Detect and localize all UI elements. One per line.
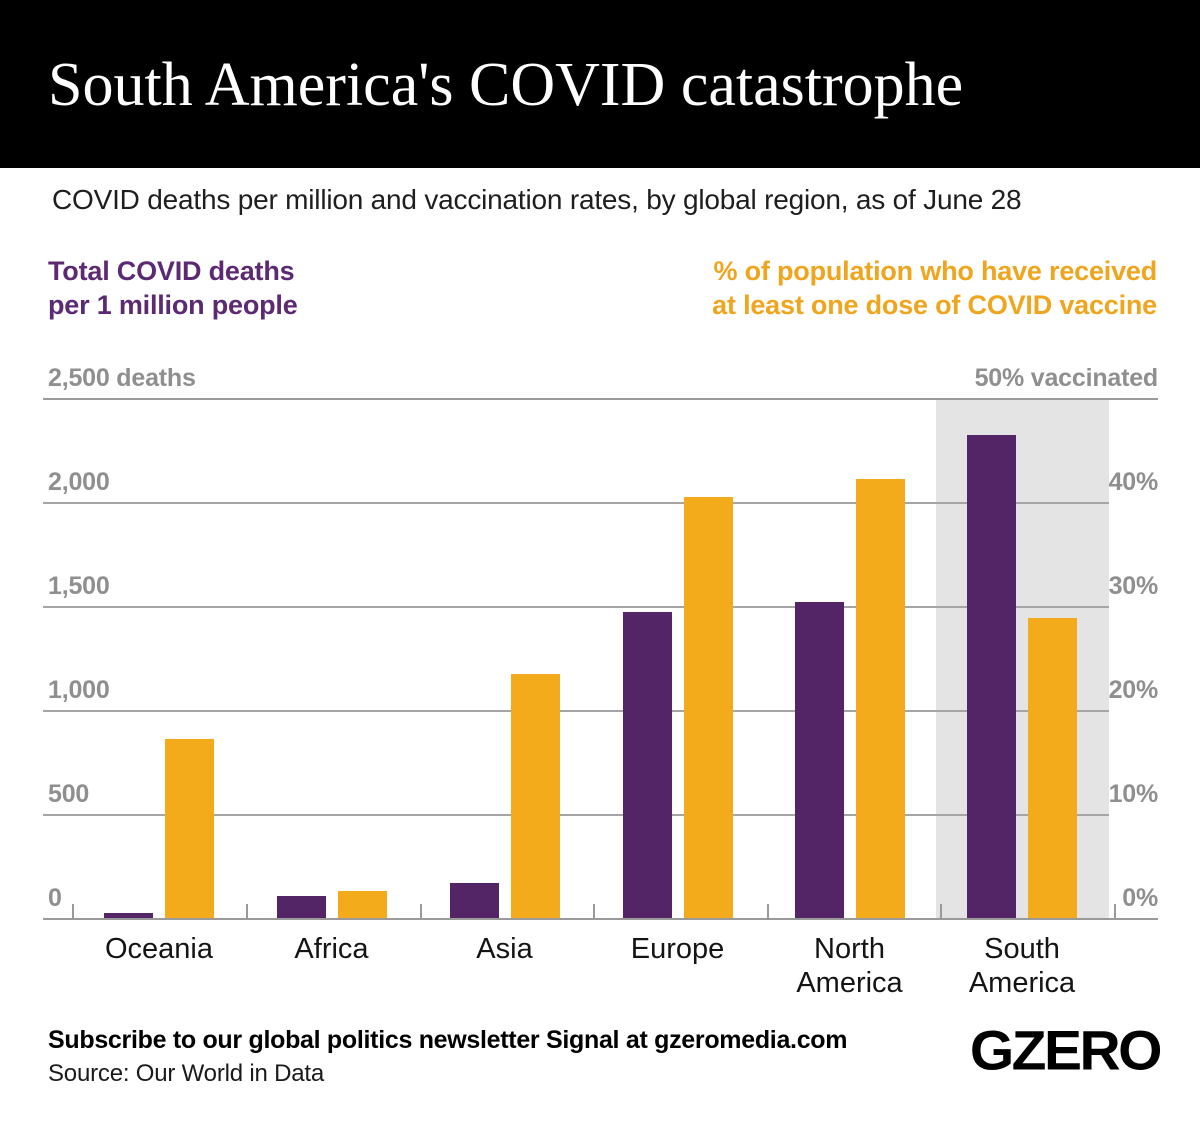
bar-vaccinated-asia: [510, 674, 560, 918]
bar-deaths-asia: [449, 883, 499, 918]
footer-source-text: Source: Our World in Data: [48, 1060, 325, 1087]
left-axis-label-5: 0: [48, 884, 62, 912]
gridline-4: [43, 814, 1109, 816]
axis-tick-6: [1114, 904, 1116, 918]
axis-tick-3: [593, 904, 595, 918]
bar-vaccinated-oceania: [165, 739, 214, 918]
axis-tick-4: [767, 904, 769, 918]
right-axis-label-5: 0%: [1122, 884, 1158, 912]
bar-vaccinated-north-america: [855, 479, 905, 918]
category-label-africa: Africa: [294, 933, 369, 965]
legend-deaths-line1: Total COVID deaths: [48, 256, 295, 286]
left-axis-label-2: 1,500: [48, 572, 110, 600]
legend-deaths-line2: per 1 million people: [48, 290, 298, 320]
gzero-logo: GZERO: [969, 1019, 1163, 1083]
bar-deaths-europe: [622, 612, 672, 918]
bar-deaths-north-america: [794, 602, 844, 918]
bar-vaccinated-africa: [337, 891, 387, 918]
axis-tick-5: [940, 904, 942, 918]
category-label-asia: Asia: [476, 933, 533, 965]
legend-vaccine-line1: % of population who have received: [713, 256, 1158, 286]
right-axis-label-1: 40%: [1108, 468, 1159, 496]
bar-vaccinated-europe: [683, 497, 733, 918]
gridline-0: [43, 398, 1158, 400]
left-axis-label-1: 2,000: [48, 468, 110, 496]
legend-vaccine: % of population who have received at lea…: [712, 254, 1157, 322]
category-label-south-america: South America: [968, 933, 1076, 999]
left-axis-label-4: 500: [48, 780, 90, 808]
left-axis-label-0: 2,500 deaths: [48, 364, 196, 392]
category-label-oceania: Oceania: [104, 933, 214, 965]
gridline-1: [43, 502, 1109, 504]
page-title: South America's COVID catastrophe: [48, 51, 964, 119]
bar-deaths-oceania: [104, 913, 153, 918]
gridline-3: [43, 710, 1109, 712]
axis-tick-0: [72, 904, 74, 918]
gridline-2: [43, 606, 1109, 608]
category-label-europe: Europe: [630, 933, 725, 965]
right-axis-label-2: 30%: [1108, 572, 1159, 600]
left-axis-label-3: 1,000: [48, 676, 110, 704]
bar-vaccinated-south-america: [1028, 618, 1077, 918]
right-axis-label-0: 50% vaccinated: [974, 364, 1159, 392]
right-axis-label-4: 10%: [1108, 780, 1159, 808]
axis-tick-2: [420, 904, 422, 918]
axis-tick-1: [246, 904, 248, 918]
bar-deaths-africa: [276, 896, 326, 918]
gridline-5: [43, 918, 1158, 920]
chart-subtitle: COVID deaths per million and vaccination…: [52, 184, 1022, 215]
legend-vaccine-line2: at least one dose of COVID vaccine: [712, 290, 1157, 320]
right-axis-label-3: 20%: [1108, 676, 1159, 704]
legend-deaths: Total COVID deaths per 1 million people: [48, 254, 298, 322]
bar-deaths-south-america: [967, 435, 1016, 918]
category-label-north-america: North America: [796, 933, 903, 999]
footer-subscribe-text: Subscribe to our global politics newslet…: [48, 1026, 848, 1054]
highlight-band: [936, 398, 1109, 918]
header-bar: South America's COVID catastrophe: [0, 0, 1200, 168]
